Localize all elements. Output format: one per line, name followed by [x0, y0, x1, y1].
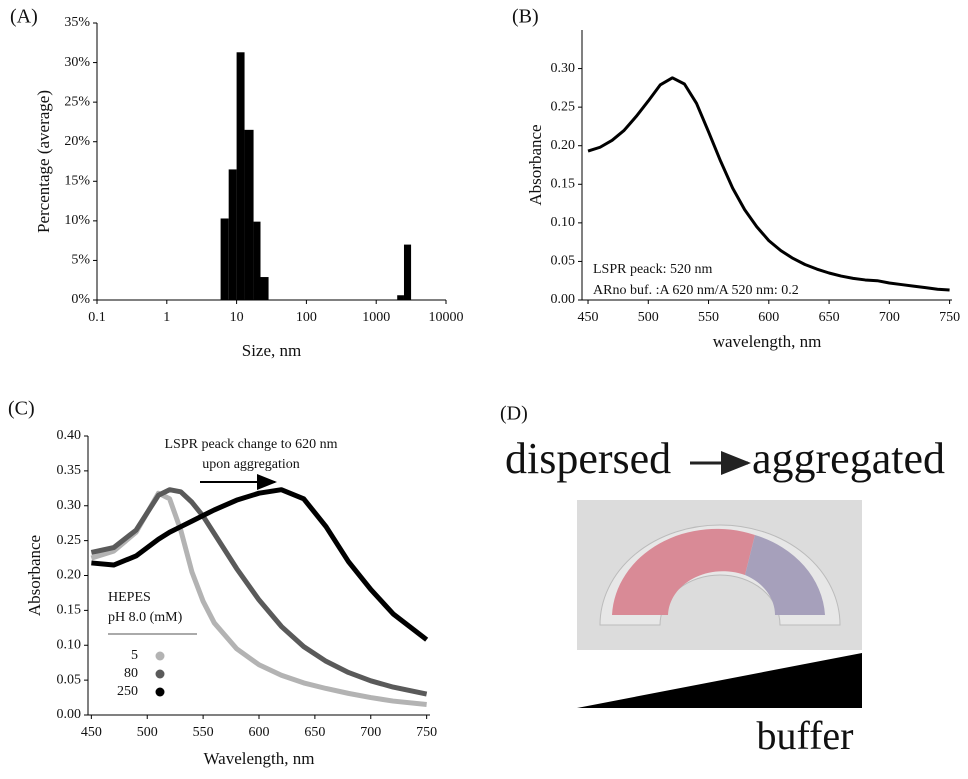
- legend-marker: [155, 687, 165, 697]
- y-tick-label: 0.15: [57, 603, 82, 618]
- legend-label: 80: [124, 666, 138, 681]
- x-tick-label: 650: [304, 725, 325, 740]
- data-line: [587, 76, 950, 292]
- x-tick-label: 500: [638, 310, 659, 325]
- series-line: [91, 487, 429, 642]
- panel-d: (D) dispersed aggregated buffer: [500, 403, 945, 759]
- y-axis-label: Percentage (average): [34, 90, 53, 233]
- y-tick-label: 0.05: [57, 672, 82, 687]
- y-tick-label: 35%: [64, 15, 90, 30]
- annotation: LSPR peack: 520 nm: [593, 262, 712, 277]
- bar: [220, 218, 229, 300]
- y-tick-label: 0.30: [551, 61, 576, 76]
- panel-label: (B): [512, 6, 539, 28]
- x-tick-label: 10: [230, 310, 244, 325]
- y-tick-label: 0.35: [57, 463, 82, 478]
- x-tick-label: 500: [137, 725, 158, 740]
- y-tick-label: 0.10: [57, 637, 82, 652]
- x-tick-label: 650: [819, 310, 840, 325]
- legend-title: pH 8.0 (mM): [108, 610, 183, 625]
- y-axis-label: Absorbance: [526, 124, 545, 205]
- panel-label: (A): [10, 6, 38, 28]
- y-tick-label: 0.30: [57, 498, 82, 513]
- x-tick-label: 1: [163, 310, 170, 325]
- annotation: LSPR peack change to 620 nm: [164, 437, 337, 452]
- y-tick-label: 0.40: [57, 428, 82, 443]
- x-axis-label: Wavelength, nm: [204, 749, 315, 768]
- y-tick-label: 30%: [64, 55, 90, 70]
- y-tick-label: 10%: [64, 213, 90, 228]
- x-tick-label: 450: [81, 725, 102, 740]
- x-axis-label: Size, nm: [242, 341, 302, 360]
- y-tick-label: 0%: [71, 292, 90, 307]
- y-tick-label: 20%: [64, 134, 90, 149]
- x-tick-label: 10000: [429, 310, 464, 325]
- annotation: upon aggregation: [202, 457, 300, 472]
- x-tick-label: 100: [296, 310, 317, 325]
- bar: [236, 52, 245, 301]
- y-tick-label: 0.00: [57, 707, 82, 722]
- y-tick-label: 0.00: [551, 292, 576, 307]
- y-tick-label: 0.25: [57, 533, 82, 548]
- x-tick-label: 750: [939, 310, 960, 325]
- legend-title: HEPES: [108, 590, 151, 605]
- legend-label: 250: [117, 684, 138, 699]
- state-from: dispersed: [505, 434, 671, 483]
- bar: [253, 221, 261, 300]
- x-tick-label: 1000: [362, 310, 390, 325]
- panel-label: (D): [500, 403, 528, 425]
- buffer-wedge: [577, 653, 862, 708]
- y-tick-label: 0.20: [57, 568, 82, 583]
- tubes-purple: [745, 535, 825, 615]
- x-tick-label: 550: [193, 725, 214, 740]
- y-tick-label: 0.20: [551, 138, 576, 153]
- bar: [244, 129, 254, 300]
- panel-label: (C): [8, 398, 35, 420]
- legend-marker: [155, 669, 165, 679]
- legend-marker: [155, 651, 165, 661]
- annotation: ARno buf. :A 620 nm/A 520 nm: 0.2: [593, 283, 799, 298]
- x-tick-label: 550: [698, 310, 719, 325]
- series-line: [90, 487, 428, 697]
- y-tick-label: 15%: [64, 174, 90, 189]
- bar: [228, 169, 237, 300]
- state-to: aggregated: [752, 434, 945, 483]
- x-tick-label: 700: [879, 310, 900, 325]
- y-axis-label: Absorbance: [25, 535, 44, 616]
- y-tick-label: 0.25: [551, 99, 576, 114]
- buffer-label: buffer: [757, 713, 854, 758]
- x-tick-label: 750: [416, 725, 437, 740]
- legend-label: 5: [131, 648, 138, 663]
- x-tick-label: 600: [758, 310, 779, 325]
- x-tick-label: 700: [360, 725, 381, 740]
- x-tick-label: 450: [578, 310, 599, 325]
- y-tick-label: 25%: [64, 94, 90, 109]
- tubes-red: [612, 528, 755, 615]
- bar: [260, 277, 269, 300]
- x-tick-label: 0.1: [88, 310, 106, 325]
- bar: [397, 295, 404, 300]
- y-tick-label: 0.10: [551, 215, 576, 230]
- y-tick-label: 0.15: [551, 177, 576, 192]
- bar: [403, 244, 412, 300]
- y-tick-label: 0.05: [551, 254, 576, 269]
- x-tick-label: 600: [249, 725, 270, 740]
- x-axis-label: wavelength, nm: [713, 332, 822, 351]
- y-tick-label: 5%: [71, 253, 90, 268]
